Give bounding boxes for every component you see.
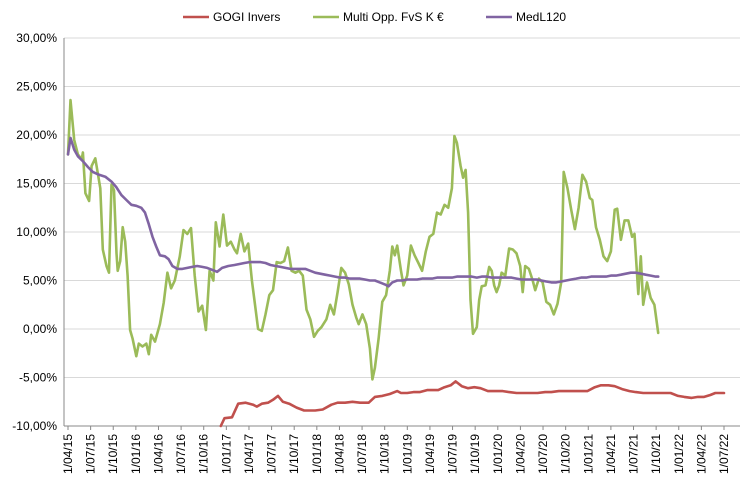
x-tick-label: 1/01/20 (491, 434, 505, 474)
legend-label: GOGI Invers (213, 10, 280, 24)
y-tick-label: 15,00% (16, 177, 57, 191)
x-tick-label: 1/07/20 (536, 434, 550, 474)
x-tick-label: 1/07/16 (174, 434, 188, 474)
y-tick-label: 25,00% (16, 80, 57, 94)
x-tick-label: 1/10/15 (106, 434, 120, 474)
x-tick-label: 1/01/16 (129, 434, 143, 474)
x-tick-label: 1/07/15 (84, 434, 98, 474)
x-tick-label: 1/01/22 (672, 434, 686, 474)
x-tick-label: 1/04/16 (151, 434, 165, 474)
x-tick-label: 1/10/16 (197, 434, 211, 474)
y-tick-label: -10,00% (12, 419, 57, 433)
x-tick-label: 1/01/21 (581, 434, 595, 474)
x-tick-label: 1/04/19 (423, 434, 437, 474)
x-tick-labels: 1/04/15 1/07/15 1/10/15 1/01/16 1/04/16 1/07/… (61, 434, 731, 474)
x-tick-label: 1/04/18 (332, 434, 346, 474)
series-line-0 (219, 380, 726, 428)
x-tick-label: 1/10/19 (468, 434, 482, 474)
x-tick-label: 1/10/21 (649, 434, 663, 474)
y-tick-label: 30,00% (16, 31, 57, 45)
legend: GOGI Invers Multi Opp. FvS K € MedL120 (183, 10, 566, 24)
x-tick-label: 1/10/20 (559, 434, 573, 474)
x-tick-label: 1/04/15 (61, 434, 75, 474)
x-tick-label: 1/04/17 (242, 434, 256, 474)
x-tick-label: 1/01/17 (219, 434, 233, 474)
x-tick-label: 1/10/18 (378, 434, 392, 474)
legend-label: MedL120 (516, 10, 566, 24)
series-line-2 (66, 136, 660, 288)
x-tick-label: 1/10/17 (287, 434, 301, 474)
y-tick-label: -5,00% (19, 371, 57, 385)
x-tick-label: 1/04/21 (604, 434, 618, 474)
y-tick-label: 5,00% (23, 274, 57, 288)
x-tick-label: 1/04/22 (694, 434, 708, 474)
x-tick-label: 1/07/17 (265, 434, 279, 474)
series-lines (66, 98, 726, 428)
gridlines (64, 37, 740, 427)
x-tick-label: 1/07/22 (717, 434, 731, 474)
y-tick-label: 10,00% (16, 225, 57, 239)
x-tick-label: 1/01/19 (400, 434, 414, 474)
x-tick-label: 1/01/18 (310, 434, 324, 474)
y-tick-labels: 30,00% 25,00% 20,00% 15,00% 10,00% 5,00% 0,00%… (12, 31, 57, 433)
x-tick-label: 1/07/18 (355, 434, 369, 474)
x-tick-label: 1/04/20 (513, 434, 527, 474)
y-tick-label: 20,00% (16, 128, 57, 142)
y-tick-label: 0,00% (23, 322, 57, 336)
legend-label: Multi Opp. FvS K € (343, 10, 444, 24)
x-tick-label: 1/07/21 (627, 434, 641, 474)
series-line-1 (66, 98, 660, 381)
x-tick-label: 1/07/19 (446, 434, 460, 474)
axes (63, 38, 740, 430)
